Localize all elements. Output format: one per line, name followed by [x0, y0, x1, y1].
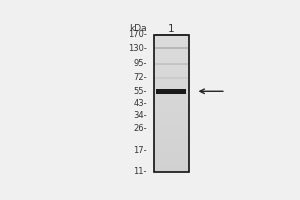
Bar: [154, 163, 189, 165]
Bar: [154, 147, 189, 149]
Text: kDa: kDa: [129, 24, 147, 33]
Bar: [154, 35, 189, 37]
Bar: [154, 51, 189, 53]
Bar: [154, 35, 189, 172]
Bar: [154, 85, 189, 87]
Bar: [154, 149, 189, 151]
Bar: [154, 154, 189, 156]
Text: 130-: 130-: [128, 44, 147, 53]
Bar: [155, 63, 188, 65]
Bar: [154, 39, 189, 42]
Bar: [154, 69, 189, 71]
Bar: [154, 74, 189, 76]
Text: 55-: 55-: [133, 87, 147, 96]
Bar: [155, 77, 188, 79]
Bar: [154, 62, 189, 64]
Bar: [154, 151, 189, 154]
Bar: [154, 83, 189, 85]
Bar: [156, 89, 186, 94]
Bar: [155, 47, 188, 49]
Bar: [154, 92, 189, 94]
Text: 17-: 17-: [133, 146, 147, 155]
Bar: [154, 99, 189, 101]
Bar: [154, 44, 189, 46]
Bar: [154, 160, 189, 163]
Bar: [154, 64, 189, 67]
Text: 34-: 34-: [133, 111, 147, 120]
Bar: [154, 106, 189, 108]
Bar: [154, 124, 189, 126]
Bar: [154, 37, 189, 39]
Bar: [154, 76, 189, 78]
Bar: [154, 128, 189, 131]
Text: 72-: 72-: [133, 73, 147, 82]
Bar: [154, 42, 189, 44]
Bar: [154, 67, 189, 69]
Bar: [154, 165, 189, 167]
Bar: [154, 122, 189, 124]
Bar: [154, 170, 189, 172]
Bar: [154, 131, 189, 133]
Bar: [154, 94, 189, 96]
Bar: [154, 46, 189, 48]
Bar: [154, 156, 189, 158]
Bar: [154, 117, 189, 119]
Bar: [154, 112, 189, 115]
Bar: [154, 115, 189, 117]
Bar: [154, 87, 189, 90]
Text: 43-: 43-: [133, 99, 147, 108]
Bar: [154, 53, 189, 55]
Bar: [154, 60, 189, 62]
Text: 170-: 170-: [128, 30, 147, 39]
Bar: [154, 142, 189, 144]
Bar: [154, 108, 189, 110]
Bar: [154, 48, 189, 51]
Bar: [154, 78, 189, 80]
Text: 1: 1: [168, 24, 175, 34]
Bar: [154, 138, 189, 140]
Bar: [154, 96, 189, 99]
Bar: [154, 119, 189, 122]
Bar: [154, 110, 189, 112]
Text: 11-: 11-: [133, 167, 147, 176]
Bar: [154, 167, 189, 170]
Bar: [155, 34, 188, 36]
Bar: [154, 55, 189, 58]
Bar: [154, 144, 189, 147]
Bar: [154, 158, 189, 160]
Bar: [154, 126, 189, 128]
Text: 95-: 95-: [133, 59, 147, 68]
Text: 26-: 26-: [133, 124, 147, 133]
Bar: [154, 71, 189, 74]
Bar: [154, 101, 189, 103]
Bar: [154, 80, 189, 83]
Bar: [154, 135, 189, 138]
Bar: [154, 140, 189, 142]
Bar: [154, 90, 189, 92]
Bar: [154, 58, 189, 60]
Bar: [154, 103, 189, 106]
Bar: [154, 133, 189, 135]
